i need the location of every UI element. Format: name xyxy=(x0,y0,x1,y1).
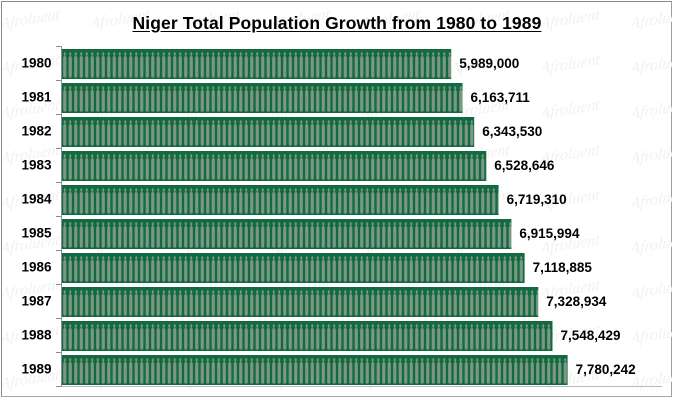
svg-text:1982: 1982 xyxy=(21,124,51,139)
svg-text:1983: 1983 xyxy=(21,158,52,173)
svg-text:1987: 1987 xyxy=(21,294,51,309)
svg-text:6,915,994: 6,915,994 xyxy=(519,226,580,241)
svg-text:6,343,530: 6,343,530 xyxy=(482,124,542,139)
svg-text:7,780,242: 7,780,242 xyxy=(576,362,636,377)
svg-text:1989: 1989 xyxy=(21,362,51,377)
svg-text:1986: 1986 xyxy=(21,260,52,275)
svg-text:1980: 1980 xyxy=(21,56,51,71)
svg-text:6,163,711: 6,163,711 xyxy=(471,90,531,105)
svg-text:1981: 1981 xyxy=(21,90,52,105)
svg-text:1985: 1985 xyxy=(21,226,52,241)
svg-text:1984: 1984 xyxy=(21,192,52,207)
svg-text:7,548,429: 7,548,429 xyxy=(561,328,621,343)
svg-text:1988: 1988 xyxy=(21,328,52,343)
svg-text:7,118,885: 7,118,885 xyxy=(533,260,593,275)
svg-text:5,989,000: 5,989,000 xyxy=(459,56,519,71)
svg-text:6,528,646: 6,528,646 xyxy=(494,158,555,173)
svg-text:6,719,310: 6,719,310 xyxy=(507,192,567,207)
svg-text:7,328,934: 7,328,934 xyxy=(546,294,607,309)
